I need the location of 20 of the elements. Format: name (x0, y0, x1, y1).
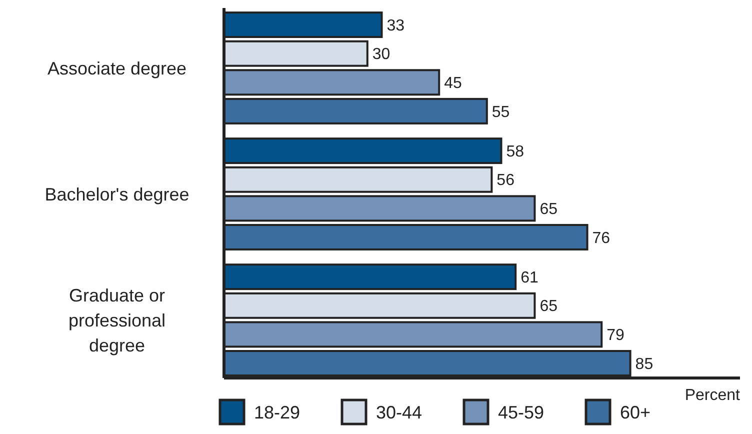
data-label: 61 (520, 269, 538, 286)
data-label: 45 (444, 74, 462, 92)
data-label: 58 (506, 143, 524, 160)
data-label: 30 (372, 46, 390, 64)
legend-label: 18-29 (254, 402, 300, 422)
data-label: 33 (386, 17, 405, 34)
data-label: 85 (635, 356, 654, 373)
y-tick-label: Associate degree (47, 58, 187, 78)
legend-label: 45-59 (498, 402, 544, 422)
data-label: 65 (540, 298, 558, 316)
y-tick-label: Bachelor's degree (44, 184, 190, 204)
data-label: 79 (606, 327, 625, 344)
legend-label: 60+ (620, 402, 651, 422)
y-tick-label: Graduate or professional degree (68, 285, 166, 356)
data-label: 65 (540, 201, 558, 218)
legend-label: 30-44 (376, 402, 422, 422)
data-label: 56 (496, 172, 515, 190)
data-label: 55 (492, 104, 510, 121)
x-axis-title: Percent (684, 387, 741, 404)
data-label: 76 (592, 230, 610, 247)
